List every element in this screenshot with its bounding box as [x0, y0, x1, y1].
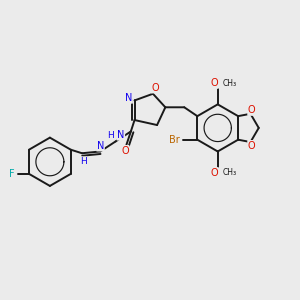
Text: N: N [117, 130, 124, 140]
Text: O: O [248, 105, 256, 115]
Text: F: F [9, 169, 15, 179]
Text: N: N [97, 141, 104, 151]
Text: Br: Br [169, 135, 180, 145]
Text: O: O [248, 141, 256, 151]
Text: H: H [107, 131, 114, 140]
Text: N: N [125, 93, 132, 103]
Text: O: O [121, 146, 129, 156]
Text: H: H [80, 157, 86, 166]
Text: O: O [210, 78, 218, 88]
Text: CH₃: CH₃ [222, 79, 236, 88]
Text: CH₃: CH₃ [222, 168, 236, 177]
Text: O: O [152, 83, 159, 93]
Text: O: O [210, 168, 218, 178]
